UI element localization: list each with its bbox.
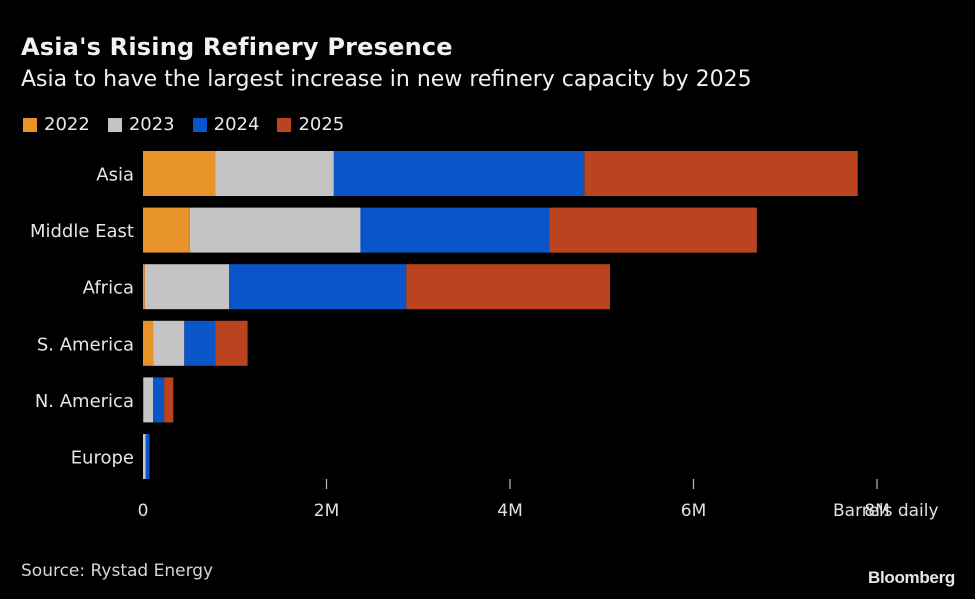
x-axis-unit-label: Barrels daily: [833, 501, 939, 521]
category-label-middle-east: Middle East: [30, 221, 134, 242]
category-label-n-america: N. America: [35, 391, 134, 412]
bar-s-america-2023: [153, 320, 185, 366]
bar-africa-2025: [406, 264, 611, 310]
legend: 2022 2023 2024 2025: [23, 114, 344, 135]
legend-item-2025: 2025: [277, 114, 344, 135]
bar-middle-east-2022: [143, 207, 190, 253]
legend-label-2022: 2022: [44, 114, 90, 135]
legend-label-2023: 2023: [128, 114, 175, 135]
category-label-africa: Africa: [83, 278, 134, 299]
bar-n-america-2024: [153, 377, 165, 423]
bar-asia-2022: [143, 151, 216, 196]
legend-item-2024: 2024: [192, 114, 260, 135]
legend-item-2023: 2023: [107, 114, 175, 135]
bloomberg-logo: Bloomberg: [867, 568, 955, 587]
bar-asia-2025: [584, 151, 858, 196]
bar-middle-east-2025: [549, 207, 757, 253]
legend-label-2025: 2025: [298, 114, 345, 135]
bar-asia-2023: [215, 151, 334, 196]
bar-africa-2024: [229, 264, 407, 310]
bar-europe-2023: [143, 434, 146, 479]
bar-s-america-2024: [184, 320, 216, 366]
x-tick-label: 8M: [864, 501, 889, 521]
bar-n-america-2025: [164, 377, 174, 423]
bar-middle-east-2023: [189, 207, 361, 253]
bar-n-america-2022: [143, 377, 144, 423]
bar-europe-2024: [145, 434, 150, 479]
legend-label-2024: 2024: [213, 114, 260, 135]
category-labels: Asia Middle East Africa S. America N. Americ…: [30, 165, 134, 469]
bar-asia-2024: [333, 151, 585, 196]
x-tick-label: 4M: [497, 501, 522, 521]
category-label-s-america: S. America: [37, 334, 134, 355]
legend-swatch-2023: [107, 117, 122, 132]
category-label-europe: Europe: [71, 448, 134, 469]
category-label-asia: Asia: [96, 165, 134, 186]
source-note: Source: Rystad Energy: [21, 561, 214, 581]
bar-s-america-2022: [143, 320, 154, 366]
bar-middle-east-2024: [360, 207, 550, 253]
bar-africa-2023: [144, 264, 230, 310]
bar-n-america-2023: [143, 377, 154, 423]
bar-s-america-2025: [215, 320, 248, 366]
x-tick-label: 2M: [314, 501, 339, 521]
bar-africa-2022: [143, 264, 145, 310]
chart-title: Asia's Rising Refinery Presence: [21, 33, 453, 61]
chart-subtitle: Asia to have the largest increase in new…: [21, 67, 752, 92]
x-tick-label: 6M: [681, 501, 706, 521]
legend-item-2022: 2022: [23, 114, 90, 135]
x-tick-label: 0: [138, 501, 149, 521]
legend-swatch-2024: [192, 117, 207, 132]
bars-group: [143, 151, 858, 479]
legend-swatch-2025: [277, 117, 292, 132]
legend-swatch-2022: [23, 117, 37, 132]
